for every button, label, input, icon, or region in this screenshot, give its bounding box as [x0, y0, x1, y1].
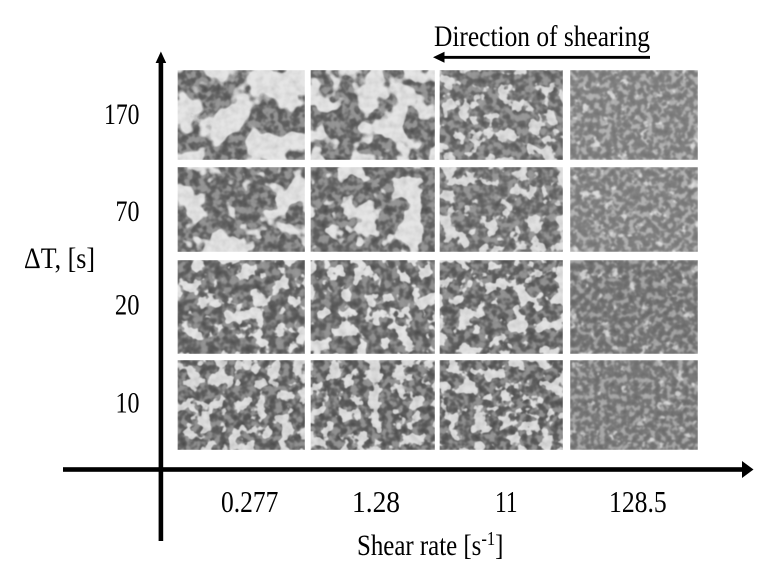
svg-text:ΔT, [s]: ΔT, [s]: [24, 242, 95, 275]
svg-text:10: 10: [116, 387, 140, 420]
svg-text:170: 170: [104, 98, 140, 131]
svg-text:Shear rate [s-1]: Shear rate [s-1]: [357, 528, 503, 562]
svg-text:1.28: 1.28: [352, 484, 400, 519]
svg-text:20: 20: [115, 289, 140, 322]
svg-text:0.277: 0.277: [221, 484, 278, 519]
svg-text:11: 11: [495, 484, 518, 519]
svg-text:Direction of shearing: Direction of shearing: [434, 20, 650, 53]
svg-text:70: 70: [116, 195, 140, 228]
svg-text:128.5: 128.5: [609, 484, 667, 519]
